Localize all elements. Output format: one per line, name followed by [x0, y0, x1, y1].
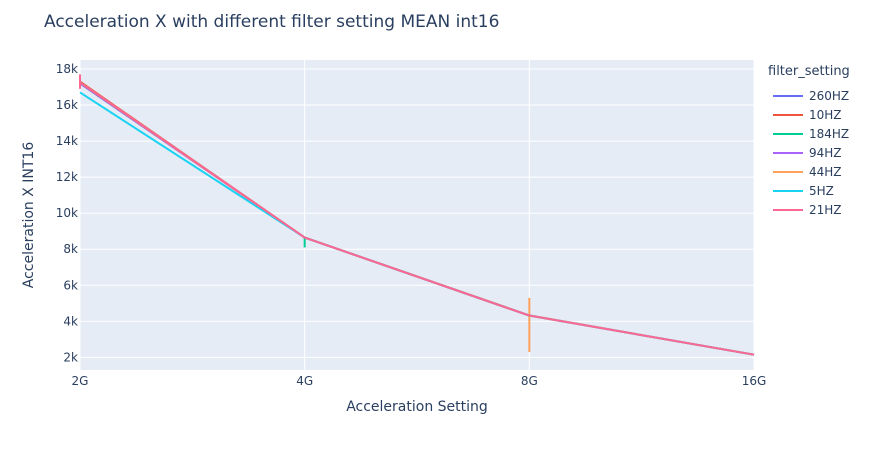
y-tick-label: 16k	[56, 98, 78, 112]
legend-label: 260HZ	[809, 88, 850, 103]
legend-item-10hz[interactable]: 10HZ	[768, 105, 868, 124]
legend-swatch	[773, 151, 803, 154]
y-axis-title: Acceleration X INT16	[21, 142, 37, 289]
legend-items: 260HZ 10HZ 184HZ 94HZ 44HZ 5HZ 21HZ	[768, 86, 868, 219]
y-tick-label: 18k	[56, 62, 78, 76]
y-tick-label: 6k	[63, 278, 78, 292]
y-tick-label: 12k	[56, 170, 78, 184]
y-tick-labels: 2k 4k 6k 8k 10k 12k 14k 16k 18k	[56, 62, 78, 364]
plot-background	[80, 60, 754, 370]
legend-item-94hz[interactable]: 94HZ	[768, 143, 868, 162]
y-tick-label: 4k	[63, 314, 78, 328]
series-lines	[79, 74, 755, 356]
legend-label: 21HZ	[809, 202, 842, 217]
x-tick-label: 16G	[742, 374, 767, 388]
legend-swatch	[773, 208, 803, 211]
legend: filter_setting 260HZ 10HZ 184HZ 94HZ 44HZ 5HZ…	[768, 64, 868, 219]
legend-item-21hz[interactable]: 21HZ	[768, 200, 868, 219]
legend-swatch	[773, 170, 803, 173]
x-tick-label: 8G	[521, 374, 538, 388]
x-tick-label: 2G	[72, 374, 89, 388]
legend-label: 5HZ	[809, 183, 834, 198]
x-tick-labels: 2G 4G 8G 16G	[72, 374, 767, 388]
x-tick-label: 4G	[296, 374, 313, 388]
legend-swatch	[773, 189, 803, 192]
legend-item-184hz[interactable]: 184HZ	[768, 124, 868, 143]
y-tick-label: 10k	[56, 206, 78, 220]
x-axis-title: Acceleration Setting	[346, 399, 488, 415]
y-tick-label: 8k	[63, 242, 78, 256]
chart-title: Acceleration X with different filter set…	[44, 12, 500, 32]
legend-item-5hz[interactable]: 5HZ	[768, 181, 868, 200]
legend-item-260hz[interactable]: 260HZ	[768, 86, 868, 105]
legend-label: 10HZ	[809, 107, 842, 122]
legend-label: 94HZ	[809, 145, 842, 160]
legend-item-44hz[interactable]: 44HZ	[768, 162, 868, 181]
y-tick-label: 14k	[56, 134, 78, 148]
legend-label: 44HZ	[809, 164, 842, 179]
series-line-21hz	[79, 81, 755, 356]
legend-title: filter_setting	[768, 64, 850, 79]
legend-label: 184HZ	[809, 126, 850, 141]
legend-swatch	[773, 113, 803, 116]
legend-swatch	[773, 132, 803, 135]
legend-swatch	[773, 94, 803, 97]
y-tick-label: 2k	[63, 350, 78, 364]
